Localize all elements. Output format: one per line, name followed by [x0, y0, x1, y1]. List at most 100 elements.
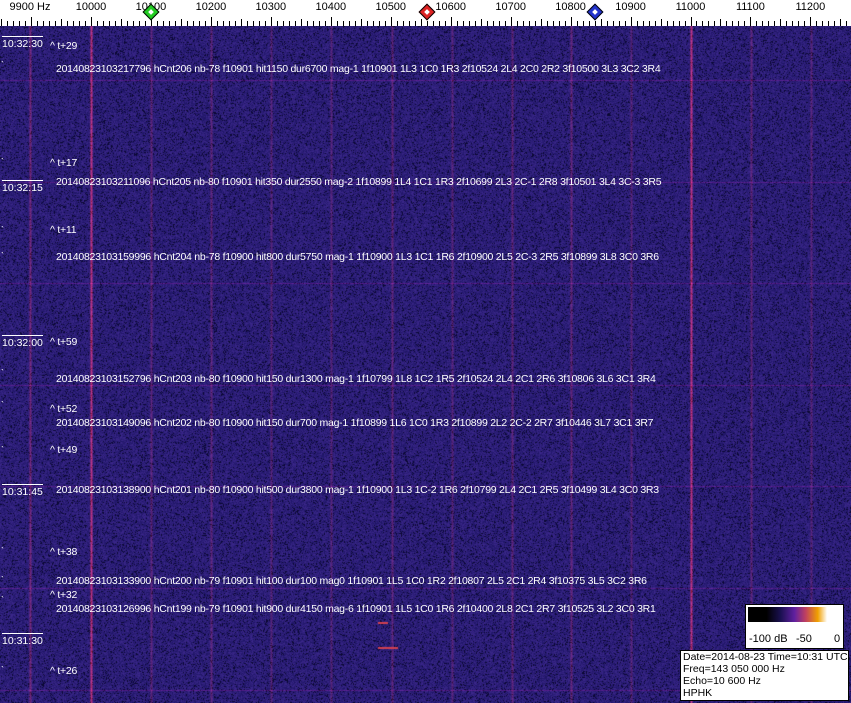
axis-tick: [768, 21, 769, 26]
axis-tick: [732, 21, 733, 26]
axis-tick: [523, 21, 524, 26]
detection-record: 20140823103159996 hCnt204 nb-78 f10900 h…: [56, 251, 659, 263]
axis-tick: [109, 21, 110, 26]
axis-tick: [37, 21, 38, 26]
axis-tick: [559, 21, 560, 26]
axis-tick: [786, 21, 787, 26]
axis-tick-label: 11100: [735, 1, 765, 13]
axis-tick-label: 10000: [75, 1, 107, 13]
axis-tick-label: 10700: [495, 1, 526, 13]
axis-tick: [397, 21, 398, 26]
color-gradient: [748, 607, 841, 622]
axis-tick: [247, 21, 248, 26]
axis-tick: [145, 21, 146, 26]
axis-tick: [91, 17, 92, 26]
axis-tick: [475, 21, 476, 26]
axis-tick: [505, 21, 506, 26]
scale-label-max: 0: [834, 633, 841, 645]
axis-tick: [445, 21, 446, 26]
axis-tick: [151, 17, 152, 26]
time-label: 10:31:45: [2, 484, 43, 498]
axis-tick: [655, 21, 656, 26]
axis-tick: [49, 21, 50, 26]
row-marker: `: [1, 157, 4, 167]
row-marker: `: [1, 546, 4, 556]
axis-tick: [451, 17, 452, 26]
axis-tick: [79, 21, 80, 26]
axis-tick-label: 11200: [795, 1, 826, 13]
detection-record: 20140823103126996 hCnt199 nb-79 f10901 h…: [56, 603, 656, 615]
axis-tick: [103, 21, 104, 26]
axis-tick: [625, 21, 626, 26]
axis-tick: [385, 21, 386, 26]
axis-tick: [457, 21, 458, 26]
time-offset-label: ^ t+26: [50, 665, 78, 677]
time-offset-label: ^ t+59: [50, 336, 78, 348]
axis-tick: [583, 21, 584, 26]
info-box: Date=2014-08-23 Time=10:31 UTC Freq=143 …: [680, 650, 849, 701]
axis-tick: [804, 21, 805, 26]
blue-marker[interactable]: [586, 3, 604, 21]
detection-record: 20140823103152796 hCnt203 nb-80 f10900 h…: [56, 373, 656, 385]
time-offset-label: ^ t+11: [50, 224, 77, 236]
axis-tick: [289, 21, 290, 26]
axis-tick: [85, 21, 86, 26]
axis-tick: [409, 21, 410, 26]
detection-record: 20140823103211096 hCnt205 nb-80 f10901 h…: [56, 176, 662, 188]
axis-tick: [541, 19, 542, 26]
axis-tick: [589, 21, 590, 26]
axis-tick: [337, 21, 338, 26]
time-offset-label: ^ t+29: [50, 40, 78, 52]
axis-tick: [798, 21, 799, 26]
axis-tick: [61, 19, 62, 26]
red-marker[interactable]: [418, 3, 436, 21]
time-label: 10:32:30: [2, 36, 43, 50]
axis-tick: [259, 21, 260, 26]
axis-tick: [253, 21, 254, 26]
axis-tick: [121, 19, 122, 26]
axis-tick: [433, 21, 434, 26]
axis-tick: [361, 19, 362, 26]
axis-tick: [7, 21, 8, 26]
axis-tick: [163, 21, 164, 26]
axis-tick: [73, 21, 74, 26]
detection-record: 20140823103138900 hCnt201 nb-80 f10900 h…: [56, 484, 659, 496]
time-offset-label: ^ t+32: [50, 589, 78, 601]
axis-tick-label: 10400: [315, 1, 347, 13]
axis-tick: [313, 21, 314, 26]
axis-tick: [714, 21, 715, 26]
row-marker: `: [1, 400, 4, 410]
axis-tick: [127, 21, 128, 26]
waterfall-spectrogram: 10:32:30 10:32:15 10:32:00 10:31:45 10:31:30…: [0, 26, 851, 703]
axis-tick: [307, 21, 308, 26]
row-marker: `: [1, 445, 4, 455]
axis-tick-label: 10300: [255, 1, 287, 13]
axis-tick: [211, 17, 212, 26]
axis-tick: [487, 21, 488, 26]
axis-tick: [685, 21, 686, 26]
axis-tick: [97, 21, 98, 26]
axis-tick: [343, 21, 344, 26]
axis-unit-label: 9900 Hz: [9, 1, 51, 13]
axis-tick: [762, 21, 763, 26]
axis-tick-label: 11000: [675, 1, 706, 13]
axis-tick: [792, 21, 793, 26]
db-color-scale: -100 dB -50 0: [745, 604, 844, 649]
axis-tick: [469, 21, 470, 26]
axis-tick: [373, 21, 374, 26]
axis-tick: [649, 21, 650, 26]
axis-tick: [810, 17, 811, 26]
axis-tick: [331, 17, 332, 26]
axis-tick: [619, 21, 620, 26]
axis-tick: [834, 21, 835, 26]
axis-tick: [295, 21, 296, 26]
row-marker: `: [1, 595, 4, 605]
axis-tick: [181, 19, 182, 26]
axis-tick: [439, 21, 440, 26]
row-marker: `: [1, 368, 4, 378]
axis-tick: [547, 21, 548, 26]
spectrogram-noise: [0, 26, 851, 703]
scale-label-mid: -50: [796, 633, 812, 645]
axis-tick: [391, 17, 392, 26]
axis-tick: [235, 21, 236, 26]
